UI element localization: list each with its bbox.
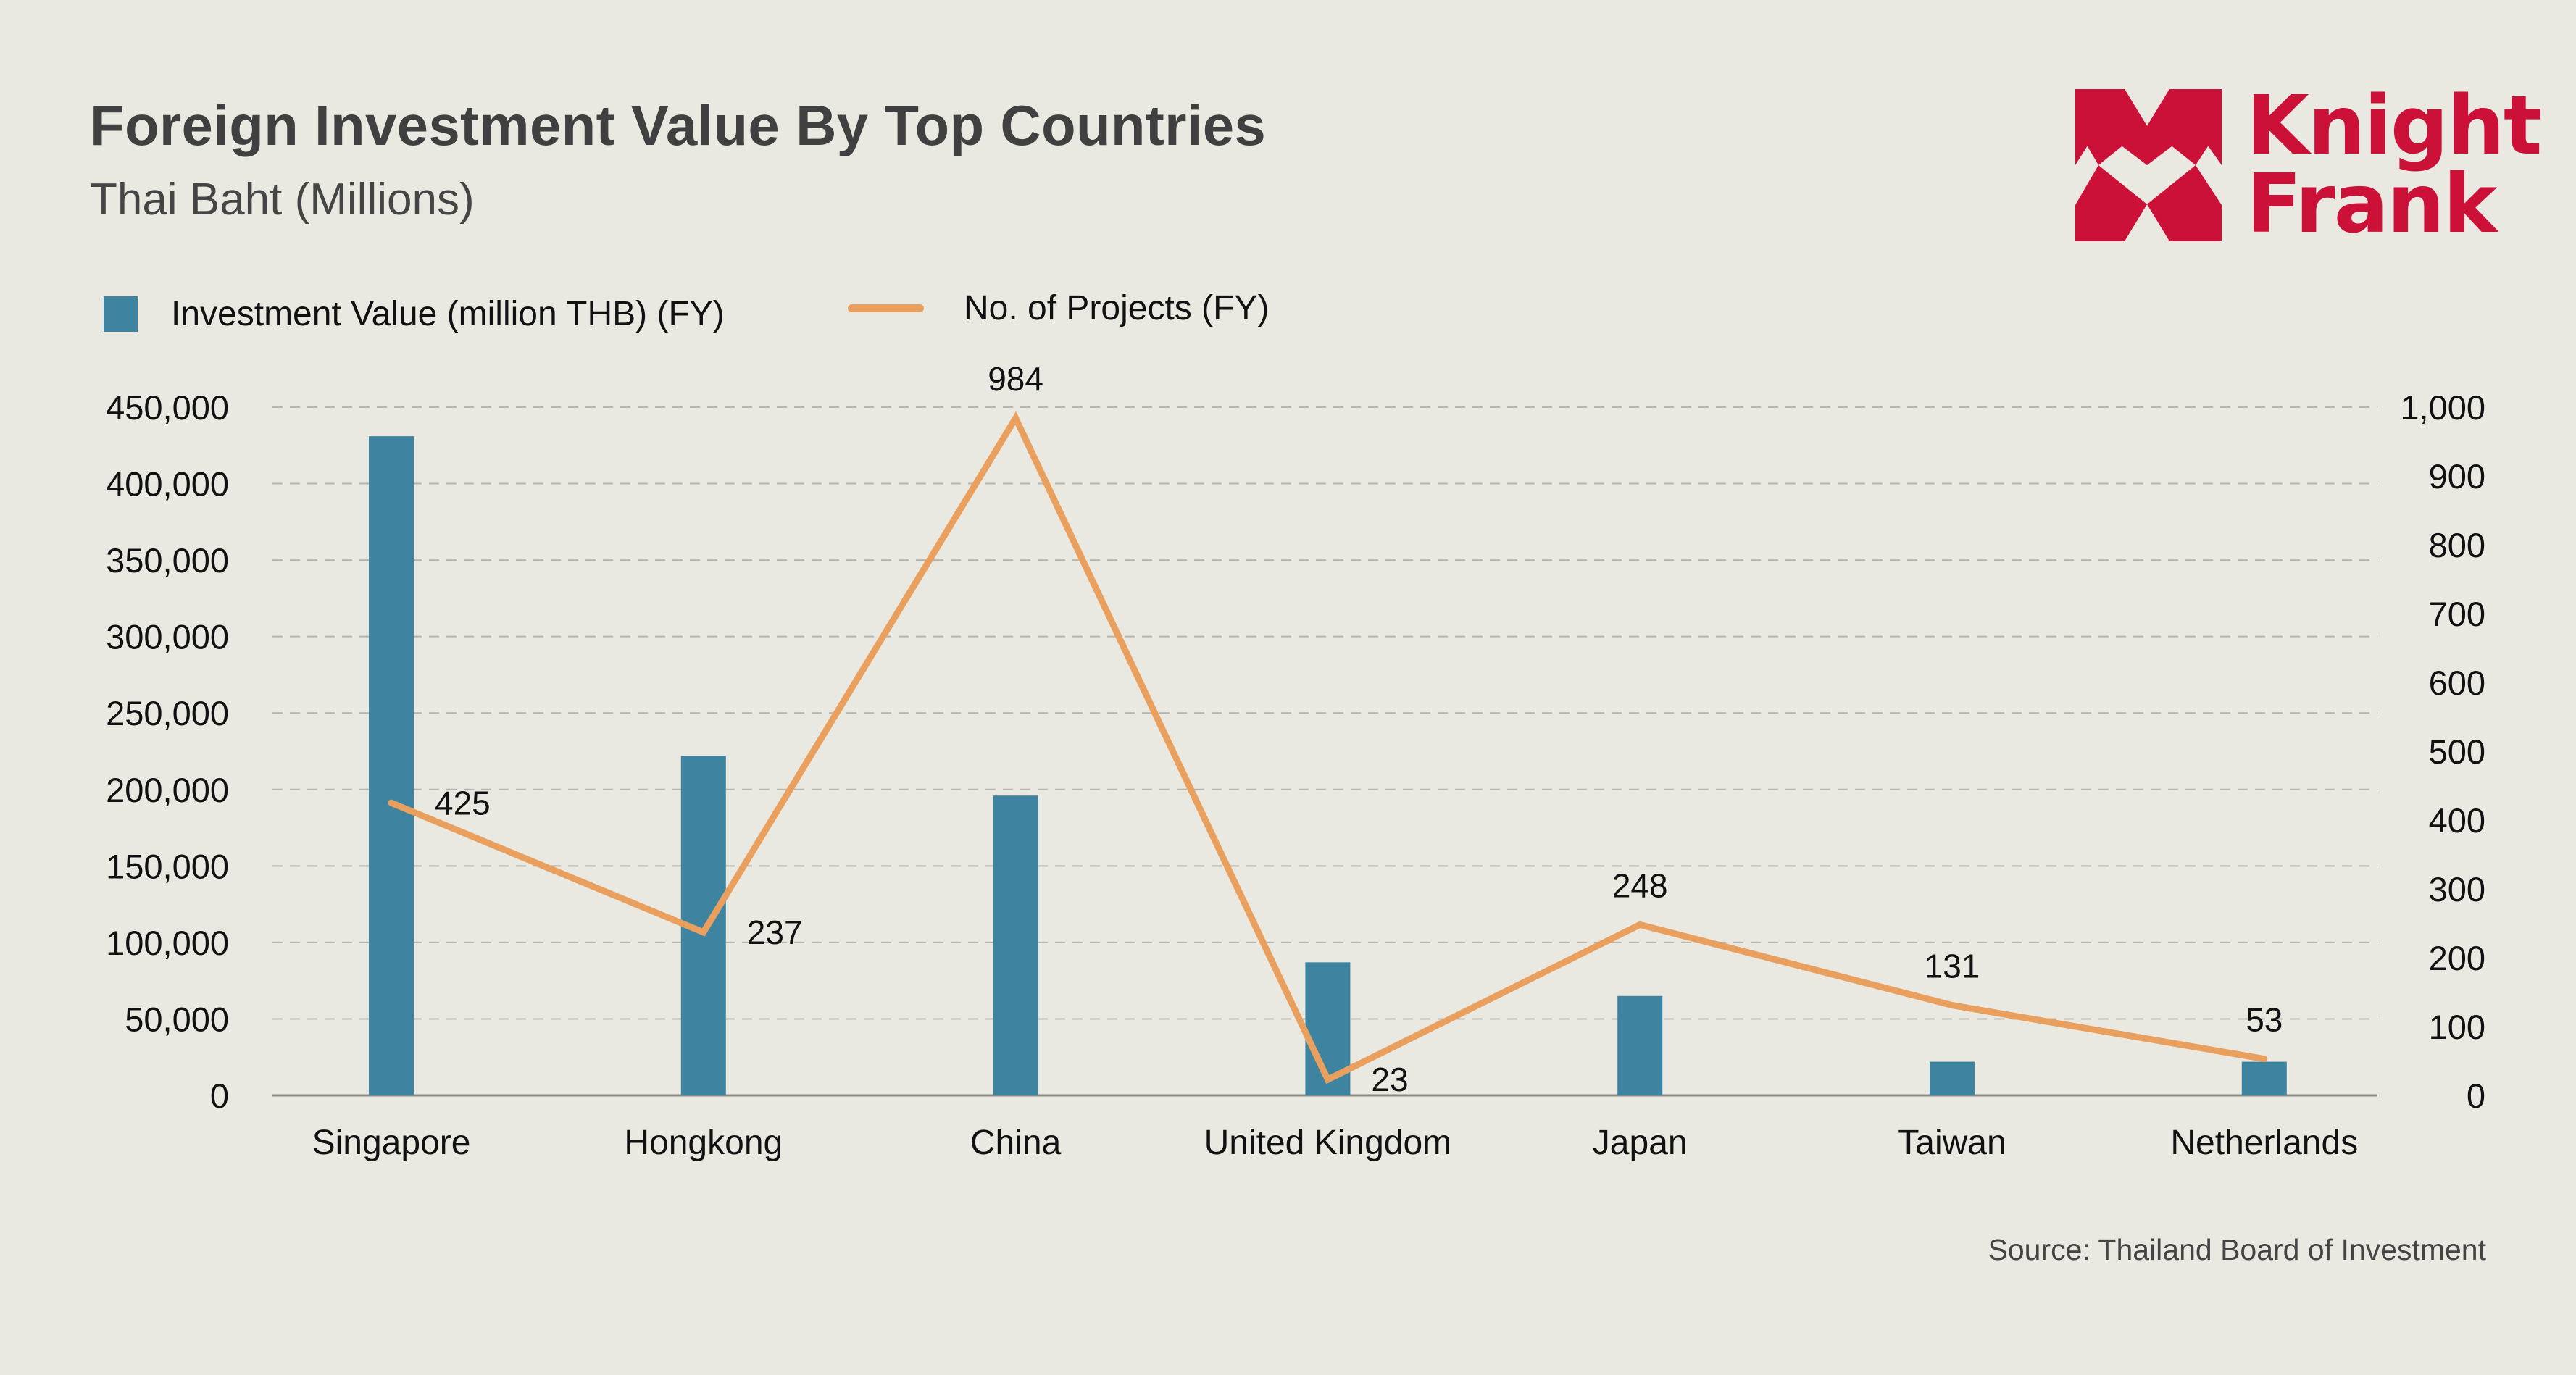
legend-line-swatch-icon xyxy=(848,304,924,312)
projects-data-label: 53 xyxy=(2246,1001,2283,1039)
right-axis-ticks: 0 100 200 300 400 500 600 700 800 900 1,000 xyxy=(2400,388,2485,1115)
bar-series xyxy=(369,436,2287,1095)
left-axis-tick-label: 200,000 xyxy=(106,771,229,809)
bar-singapore xyxy=(369,436,414,1095)
bar-taiwan xyxy=(1930,1061,1975,1095)
category-label: Netherlands xyxy=(2170,1124,2358,1162)
category-labels: Singapore Hongkong China United Kingdom Japa… xyxy=(312,1124,2359,1162)
logo-text-knight: Knight xyxy=(2246,79,2542,173)
right-axis-tick-label: 600 xyxy=(2429,664,2485,702)
line-series xyxy=(388,411,2268,1084)
chart-title: Foreign Investment Value By Top Countrie… xyxy=(90,93,1267,157)
projects-data-label: 237 xyxy=(747,914,803,951)
left-axis-tick-label: 300,000 xyxy=(106,618,229,656)
projects-data-label: 425 xyxy=(435,784,491,822)
left-axis-tick-label: 100,000 xyxy=(106,924,229,962)
legend-label-projects: No. of Projects (FY) xyxy=(964,289,1270,327)
knight-frank-logo: Knight Frank xyxy=(2074,85,2542,245)
right-axis-tick-label: 400 xyxy=(2429,801,2485,840)
category-label: United Kingdom xyxy=(1204,1124,1452,1162)
category-label: Taiwan xyxy=(1898,1124,2006,1162)
legend-item-investment-value: Investment Value (million THB) (FY) xyxy=(104,294,725,334)
legend-bar-swatch-icon xyxy=(104,296,138,332)
left-axis-tick-label: 350,000 xyxy=(106,541,229,580)
category-label: China xyxy=(970,1124,1062,1162)
right-axis-tick-label: 700 xyxy=(2429,595,2485,633)
left-axis-tick-label: 0 xyxy=(210,1077,229,1115)
projects-data-label: 984 xyxy=(988,360,1043,398)
bar-netherlands xyxy=(2241,1061,2287,1095)
category-label: Hongkong xyxy=(624,1124,783,1162)
bar-japan xyxy=(1617,995,1663,1095)
projects-data-label: 131 xyxy=(1925,948,1980,985)
left-axis-ticks: 0 50,000 100,000 150,000 200,000 250,000 300,0… xyxy=(106,388,229,1115)
source-note: Source: Thailand Board of Investment xyxy=(1988,1233,2486,1266)
right-axis-tick-label: 0 xyxy=(2467,1077,2485,1115)
right-axis-tick-label: 1,000 xyxy=(2400,388,2485,427)
projects-data-label: 23 xyxy=(1371,1061,1408,1098)
right-axis-tick-label: 800 xyxy=(2429,526,2485,564)
chart-subtitle: Thai Baht (Millions) xyxy=(90,175,475,225)
logo-text-frank: Frank xyxy=(2246,157,2497,251)
bar-china xyxy=(993,795,1038,1095)
right-axis-tick-label: 500 xyxy=(2429,732,2485,771)
left-axis-tick-label: 250,000 xyxy=(106,694,229,732)
left-axis-tick-label: 50,000 xyxy=(125,1000,229,1038)
left-axis-tick-label: 150,000 xyxy=(106,847,229,885)
left-axis-tick-label: 400,000 xyxy=(106,465,229,503)
left-axis-tick-label: 450,000 xyxy=(106,388,229,427)
category-label: Japan xyxy=(1593,1124,1688,1162)
right-axis-tick-label: 300 xyxy=(2429,870,2485,908)
right-axis-tick-label: 100 xyxy=(2429,1008,2485,1046)
legend-label-investment-value: Investment Value (million THB) (FY) xyxy=(171,295,725,333)
line-data-labels: 425 237 984 23 248 131 53 xyxy=(435,360,2283,1098)
knight-frank-emblem-icon xyxy=(2075,89,2222,241)
right-axis-tick-label: 900 xyxy=(2429,457,2485,496)
category-label: Singapore xyxy=(312,1124,471,1162)
gridlines xyxy=(272,406,2377,1097)
projects-data-label: 248 xyxy=(1612,866,1668,904)
legend-item-projects: No. of Projects (FY) xyxy=(848,288,1269,328)
right-axis-tick-label: 200 xyxy=(2429,939,2485,977)
